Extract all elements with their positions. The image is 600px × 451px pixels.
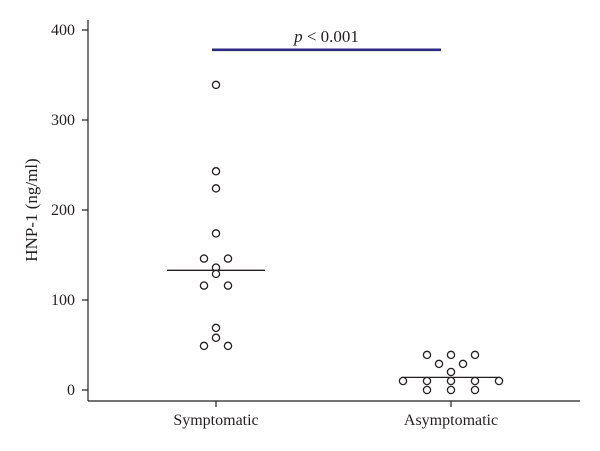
- y-tick-label-100: 100: [51, 292, 75, 309]
- symptomatic-point-14: [223, 341, 233, 351]
- asymptomatic-point-2: [446, 350, 456, 360]
- significance-annotation: p < 0.001: [212, 27, 441, 52]
- symptomatic-point-5: [199, 254, 209, 263]
- asymptomatic-point-7: [398, 376, 408, 386]
- y-tick-label-400: 400: [51, 22, 75, 39]
- y-tick-label-300: 300: [51, 112, 75, 129]
- p-value-text: < 0.001: [303, 27, 359, 46]
- asymptomatic-point-6: [446, 367, 456, 377]
- symptomatic-point-6: [223, 254, 233, 263]
- symptomatic-point-4: [211, 229, 221, 238]
- significance-label: p < 0.001: [293, 27, 359, 46]
- y-axis-label: HNP-1 (ng/ml): [22, 158, 41, 261]
- asymptomatic-point-8: [422, 376, 432, 386]
- y-tick-label-0: 0: [67, 382, 75, 399]
- asymptomatic-point-10: [470, 376, 480, 386]
- symptomatic-point-9: [199, 281, 209, 290]
- asymptomatic-point-14: [470, 385, 480, 395]
- asymptomatic-point-4: [434, 359, 444, 369]
- x-tick-label-asymptomatic: Asymptomatic: [404, 412, 498, 429]
- symptomatic-point-3: [211, 184, 221, 193]
- symptomatic-point-10: [223, 281, 233, 290]
- asymptomatic-point-12: [422, 385, 432, 395]
- asymptomatic-point-1: [422, 350, 432, 360]
- symptomatic-point-11: [211, 323, 221, 333]
- symptomatic-point-12: [211, 333, 221, 343]
- asymptomatic-point-11: [494, 376, 504, 386]
- symptomatic-point-2: [211, 167, 221, 176]
- y-axis-ticks: 0 100 200 300 400: [51, 22, 88, 399]
- asymptomatic-point-5: [458, 359, 468, 369]
- p-symbol: p: [293, 27, 303, 46]
- x-tick-label-symptomatic: Symptomatic: [173, 412, 258, 429]
- y-tick-label-200: 200: [51, 202, 75, 219]
- symptomatic-point-1: [211, 80, 221, 90]
- x-axis-ticks: Symptomatic Asymptomatic: [173, 401, 498, 429]
- asymptomatic-point-3: [470, 350, 480, 360]
- asymptomatic-point-13: [446, 385, 456, 395]
- asymptomatic-point-9: [446, 376, 456, 386]
- data-marks: [167, 80, 504, 395]
- symptomatic-point-13: [199, 341, 209, 351]
- symptomatic-point-8: [211, 269, 221, 279]
